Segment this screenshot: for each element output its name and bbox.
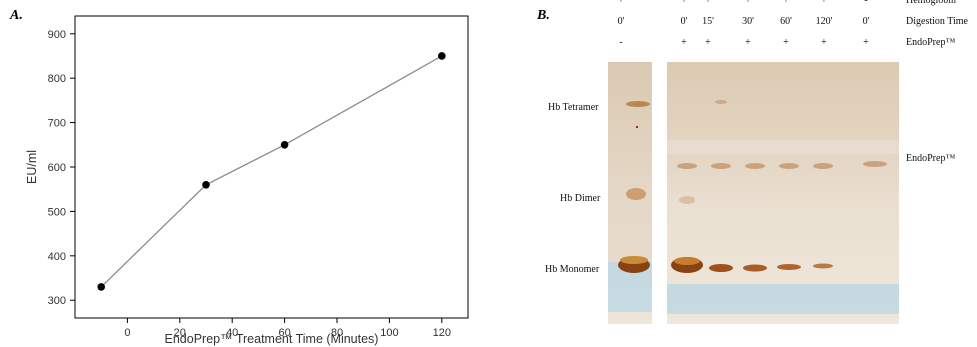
y-tick-label: 500	[48, 206, 66, 218]
lane-1-endoprep: -	[619, 37, 623, 48]
lane-2-time: 0'	[680, 16, 688, 27]
data-point	[97, 283, 105, 291]
y-tick-label: 400	[48, 251, 66, 263]
row-label-time: Digestion Time	[906, 16, 968, 27]
lane-4-hemoglobin: +	[745, 0, 751, 6]
data-point	[438, 52, 446, 60]
lane-5-hemoglobin: +	[783, 0, 789, 6]
gel-image-lane-control	[608, 62, 652, 324]
y-tick-label: 700	[48, 118, 66, 130]
line-chart: 0 20 40 60 80 100 120 300 400 500 600 700 800 900 En…	[25, 15, 469, 346]
x-tick-label: 20	[174, 327, 186, 339]
row-label-endoprep: EndoPrep™	[906, 37, 956, 48]
lane-6-hemoglobin: +	[821, 0, 827, 6]
lane-4-endoprep: +	[745, 37, 751, 48]
y-axis-label: EU/ml	[25, 150, 39, 184]
lane-3-endoprep: +	[705, 37, 711, 48]
lane-5-endoprep: +	[783, 37, 789, 48]
band-label-endoprep: EndoPrep™	[906, 153, 956, 164]
lane-7-endoprep: +	[863, 37, 869, 48]
x-axis-label: EndoPrep™ Treatment Time (Minutes)	[165, 332, 379, 346]
lane-6-endoprep: +	[821, 37, 827, 48]
series-line	[100, 55, 443, 288]
gel-image-lanes	[667, 62, 899, 324]
y-tick-label: 600	[48, 162, 66, 174]
data-point	[280, 140, 289, 149]
band-label-dimer: Hb Dimer	[560, 193, 601, 204]
x-tick-label: 60	[278, 327, 290, 339]
y-tick-label: 300	[48, 295, 66, 307]
x-tick-label: 80	[331, 327, 343, 339]
plot-frame	[74, 15, 469, 319]
lane-6-time: 120'	[815, 16, 833, 27]
panel-b-letter: B.	[537, 8, 550, 23]
lane-4-time: 30'	[742, 16, 754, 27]
x-tick-label: 120	[433, 327, 451, 339]
row-label-hemoglobin: Hemoglobin	[906, 0, 956, 6]
band-label-tetramer: Hb Tetramer	[548, 102, 599, 113]
lane-2-endoprep: +	[681, 37, 687, 48]
lane-1-hemoglobin: +	[618, 0, 624, 6]
lane-2-hemoglobin: +	[681, 0, 687, 6]
x-tick-label: 40	[226, 327, 238, 339]
lane-5-time: 60'	[780, 16, 792, 27]
panel-a-letter: A.	[10, 8, 23, 23]
band-label-monomer: Hb Monomer	[545, 264, 600, 275]
lane-3-time: 15'	[702, 16, 714, 27]
x-tick-label: 100	[380, 327, 398, 339]
y-tick-label: 800	[48, 73, 66, 85]
x-tick-label: 0	[124, 327, 130, 339]
lane-7-hemoglobin: -	[864, 0, 868, 6]
lane-1-time: 0'	[617, 16, 625, 27]
y-tick-label: 900	[48, 29, 66, 41]
lane-3-hemoglobin: +	[705, 0, 711, 6]
lane-7-time: 0'	[862, 16, 870, 27]
data-point	[202, 180, 210, 189]
